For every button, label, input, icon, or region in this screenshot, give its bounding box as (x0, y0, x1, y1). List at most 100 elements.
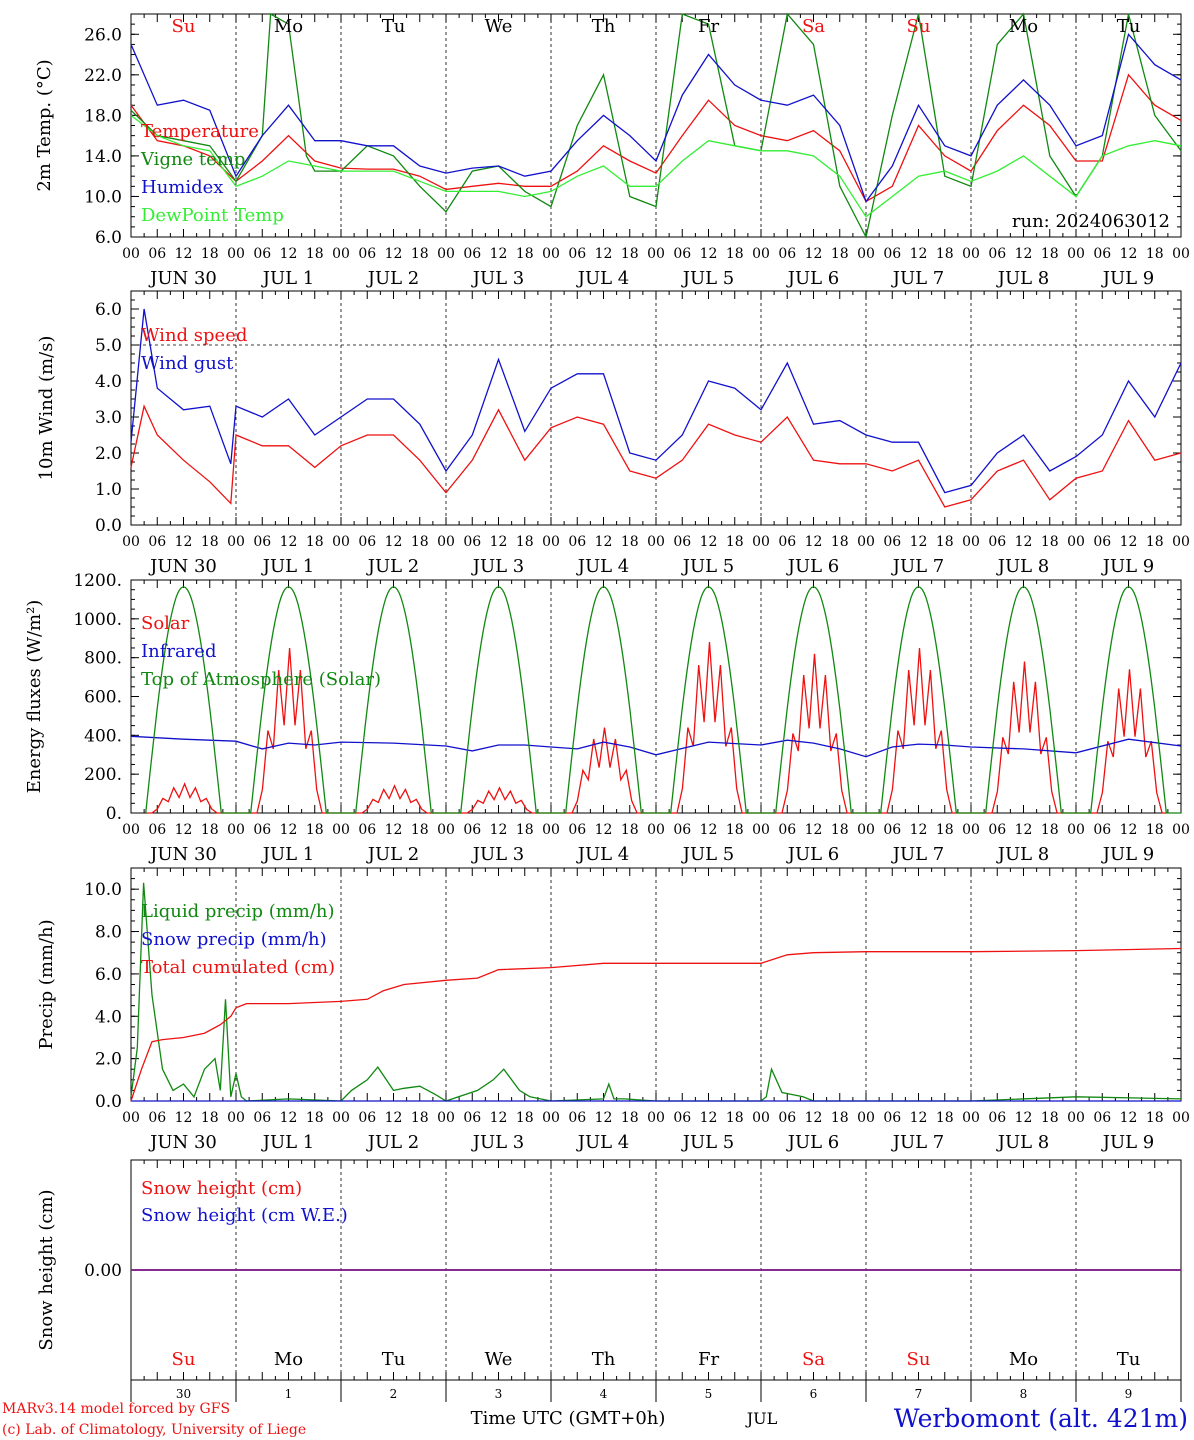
legend-entry: Snow height (cm) (141, 1178, 302, 1199)
hour-tick-label: 18 (726, 822, 744, 838)
hour-tick-label: 06 (1093, 1110, 1111, 1126)
hour-tick-label: 12 (175, 246, 193, 262)
y-tick-label: 0.0 (95, 516, 122, 536)
hour-tick-label: 00 (332, 822, 350, 838)
hour-tick-label: 12 (1015, 534, 1033, 550)
hour-tick-label: 00 (437, 822, 455, 838)
series-line-infrared (130, 735, 1182, 758)
legend-entry: Vigne temp (140, 149, 245, 170)
day-label: JUL 2 (366, 1132, 420, 1153)
hour-tick-label: 12 (1120, 822, 1138, 838)
hour-tick-label: 12 (910, 1110, 928, 1126)
hour-tick-label: 06 (253, 822, 271, 838)
hour-tick-label: 12 (385, 534, 403, 550)
hour-tick-label: 06 (253, 246, 271, 262)
day-number: 8 (1020, 1387, 1028, 1401)
hour-tick-label: 06 (988, 246, 1006, 262)
hour-tick-label: 12 (175, 822, 193, 838)
hour-tick-label: 12 (1015, 246, 1033, 262)
hour-tick-label: 00 (857, 822, 875, 838)
weekday-label: Sa (802, 1349, 825, 1370)
weekday-label: Tu (1117, 16, 1141, 37)
y-tick-label: 0.0 (95, 1092, 122, 1112)
hour-tick-label: 00 (647, 534, 665, 550)
wind-panel: 0.0 1.0 2.0 3.0 4.0 5.0 6.0 10m Wind (m/s) 00 06 1… (36, 290, 1190, 577)
temp-series (130, 12, 1182, 239)
hour-tick-label: 06 (883, 822, 901, 838)
series-line-total-cumulated-cm- (130, 947, 1182, 1102)
hour-tick-label: 12 (700, 822, 718, 838)
hour-tick-label: 06 (1093, 534, 1111, 550)
hour-tick-label: 18 (1041, 246, 1059, 262)
weekday-label: Sa (802, 16, 825, 37)
legend-entry: DewPoint Temp (141, 205, 284, 226)
y-tick-label: 14.0 (84, 147, 122, 167)
day-number: 30 (176, 1387, 191, 1401)
hour-tick-label: 06 (883, 534, 901, 550)
day-label: JUN 30 (148, 844, 217, 865)
hour-tick-label: 12 (280, 822, 298, 838)
bottom-day-numbers: 30 1 2 3 4 5 6 7 8 9 (130, 1379, 1182, 1402)
weekday-label: Tu (382, 16, 406, 37)
hour-tick-label: 00 (857, 246, 875, 262)
day-label: JUL 1 (261, 556, 315, 577)
hour-tick-label: 18 (306, 822, 324, 838)
weekday-label: Su (907, 16, 931, 37)
day-label: JUL 5 (681, 268, 735, 289)
hour-tick-label: 12 (175, 534, 193, 550)
hour-tick-label: 06 (568, 1110, 586, 1126)
day-label: JUL 8 (996, 1132, 1050, 1153)
hour-tick-label: 12 (490, 534, 508, 550)
day-label: JUL 3 (471, 1132, 525, 1153)
day-number: 3 (495, 1387, 503, 1401)
hour-tick-label: 12 (385, 246, 403, 262)
hour-tick-label: 18 (201, 246, 219, 262)
y-tick-label: 22.0 (84, 66, 122, 86)
run-label: run: 2024063012 (1012, 211, 1170, 232)
hour-tick-label: 12 (1015, 1110, 1033, 1126)
series-line-dewpoint-temp (130, 114, 1182, 218)
day-number: 7 (915, 1387, 923, 1401)
energy-series (130, 586, 1182, 814)
hour-tick-label: 00 (332, 246, 350, 262)
hour-tick-label: 12 (805, 822, 823, 838)
hour-tick-label: 18 (306, 534, 324, 550)
hour-tick-label: 18 (936, 534, 954, 550)
hour-tick-label: 18 (726, 1110, 744, 1126)
hour-tick-label: 18 (831, 1110, 849, 1126)
day-label: JUL 5 (681, 556, 735, 577)
day-label: JUL 3 (471, 844, 525, 865)
y-tick-label: 2.0 (95, 444, 122, 464)
hour-tick-label: 00 (752, 1110, 770, 1126)
hour-tick-label: 12 (700, 534, 718, 550)
hour-tick-label: 06 (568, 534, 586, 550)
hour-tick-label: 00 (857, 534, 875, 550)
y-tick-label: 600. (84, 688, 122, 708)
hour-tick-label: 06 (988, 822, 1006, 838)
day-label: JUL 2 (366, 268, 420, 289)
hour-tick-label: 18 (306, 1110, 324, 1126)
hour-tick-label: 18 (936, 246, 954, 262)
hour-tick-label: 00 (227, 246, 245, 262)
day-label: JUN 30 (148, 556, 217, 577)
y-tick-label: 6.0 (95, 228, 122, 248)
day-label: JUL 7 (891, 844, 945, 865)
series-line-wind-gust (130, 308, 1182, 494)
weekday-label: Su (172, 16, 196, 37)
hour-tick-label: 18 (621, 822, 639, 838)
y-axis-label: 2m Temp. (°C) (34, 59, 55, 191)
weekday-label: Mo (274, 16, 303, 37)
hour-tick-label: 00 (542, 822, 560, 838)
wind-series (130, 308, 1182, 508)
hour-tick-label: 06 (358, 246, 376, 262)
day-label: JUL 1 (261, 1132, 315, 1153)
day-label: JUL 7 (891, 268, 945, 289)
hour-tick-label: 00 (1172, 822, 1190, 838)
hour-tick-label: 00 (647, 822, 665, 838)
legend-entry: Humidex (141, 177, 223, 198)
hour-tick-label: 00 (647, 1110, 665, 1126)
y-tick-label: 18.0 (84, 106, 122, 126)
hour-tick-label: 06 (358, 822, 376, 838)
y-tick-label: 0.00 (84, 1261, 122, 1281)
hour-tick-label: 12 (595, 822, 613, 838)
